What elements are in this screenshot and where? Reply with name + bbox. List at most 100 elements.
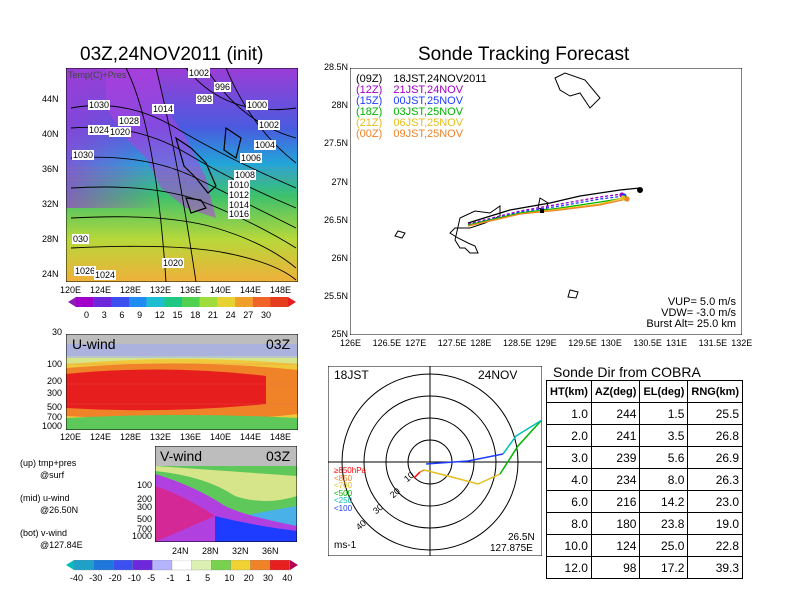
table-row: 3.0 239 5.6 26.9 [546,446,744,469]
table-header: HT(km) [546,380,592,403]
table-cell: 26.3 [687,468,744,491]
v-wind-lat-tick: 36N [262,546,279,556]
wind-colorbar-swatch [269,560,290,571]
isobar-label: 1008 [234,170,257,180]
table-cell: 39.3 [687,556,744,579]
v-wind-lat-tick: 24N [172,546,189,556]
isobar-label: 1004 [254,140,277,150]
v-wind-lat-tick: 28N [202,546,219,556]
map-lat-tick: 28N [42,234,59,244]
wind-colorbar-label: 1 [185,573,191,583]
map-lon-tick: 140E [210,285,232,295]
u-wind-lon-tick: 128E [120,432,142,442]
table-cell: 3.0 [546,446,592,469]
track-legend-time: (15Z) [356,95,383,107]
track-lon-tick: 127E [405,338,427,348]
u-wind-pressure-tick: 1000 [41,421,62,431]
table-header: EL(deg) [639,380,689,403]
temperature-colorbar-label: 9 [137,310,143,320]
temperature-colorbar-swatch [235,297,253,307]
table-row: 4.0 234 8.0 26.3 [546,468,744,491]
table-cell: 8.0 [639,468,689,491]
track-title: Sonde Tracking Forecast [418,44,630,65]
table-cell: 8.0 [546,512,592,535]
isobar-label: 1028 [118,116,141,126]
table-cell: 241 [590,424,641,447]
temperature-colorbar [68,297,296,307]
wind-colorbar-label: -5 [147,573,156,583]
wind-colorbar-label: -1 [166,573,175,583]
map-lon-tick: 144E [240,285,262,295]
wind-colorbar-swatch [171,560,192,571]
table-row: 1.0 244 1.5 25.5 [546,402,744,425]
track-lon-tick: 130.5E [633,338,662,348]
isobar-label: 1030 [88,100,111,110]
temperature-colorbar-label: 12 [154,310,165,320]
track-legend-label: 21JST,24NOV [390,84,464,96]
v-wind-section [155,446,297,542]
table-cell: 216 [590,490,641,513]
track-lon-tick: 131.5E [698,338,728,348]
wind-colorbar-label: 5 [205,573,211,583]
wind-colorbar-label: -30 [89,573,103,583]
temperature-colorbar-swatch [164,297,183,307]
track-legend-time: (18Z) [356,106,383,118]
note-line-2: @26.50N [40,505,79,515]
isobar-label: 1026 [74,266,97,276]
table-cell: 5.6 [639,446,689,469]
temperature-colorbar-label: 3 [101,310,107,320]
u-wind-label: U-wind [72,336,116,352]
temperature-colorbar-label: 21 [207,310,218,320]
track-legend-time: (12Z) [356,84,383,96]
wind-colorbar-label: 20 [243,573,254,583]
wind-colorbar-label: -40 [70,573,84,583]
temperature-colorbar-swatch [199,297,218,307]
isobar-label: 1016 [228,209,251,219]
v-wind-lat-tick: 32N [232,546,249,556]
table-cell: 10.0 [546,534,592,557]
polar-legend-entry: <100 [334,503,353,513]
table-row: 6.0 216 14.2 23.0 [546,490,744,513]
table-cell: 239 [590,446,641,469]
map-lat-tick: 32N [42,199,59,209]
wind-colorbar-swatch [191,560,212,571]
track-lon-tick: 128E [470,338,492,348]
map-lat-tick: 40N [42,129,59,139]
polar-legend-entry: <500 [334,488,353,498]
temperature-colorbar-swatch [182,297,200,307]
map-label: Temp(C)+Pres [68,70,127,80]
track-param: VDW= -3.0 m/s [661,307,736,319]
table-cell: 1.0 [546,402,592,425]
track-lat-tick: 26.5N [323,214,348,225]
polar-time: 18JST [334,368,369,382]
table-cell: 1.5 [639,402,689,425]
track-legend-entry: (00Z) 09JST,25NOV [356,128,463,140]
v-wind-label: V-wind [160,448,203,464]
track-legend-label: 09JST,25NOV [390,128,464,140]
map-lon-tick: 148E [270,285,292,295]
track-legend-label: 06JST,25NOV [390,117,464,129]
table-cell: 3.5 [639,424,689,447]
u-wind-lon-tick: 120E [60,432,82,442]
track-lon-tick: 126E [340,338,362,348]
map-lon-tick: 136E [180,285,202,295]
track-map [350,68,742,335]
temperature-colorbar-swatch [76,297,94,307]
note-line-1: (mid) u-wind [20,493,70,503]
direction-table: HT(km) AZ(deg) EL(deg) RNG(km) 1.0 244 1.5 25.… [546,380,744,579]
track-legend-label: 18JST,24NOV2011 [390,73,487,85]
track-param: Burst Alt= 25.0 km [646,318,736,330]
temperature-colorbar-label: 0 [84,310,90,320]
isobar-label: 1030 [72,150,95,160]
note-line-1: (bot) v-wind [20,528,68,538]
wind-colorbar-swatch [250,560,271,571]
isobar-label: 996 [214,82,232,92]
u-wind-pressure-tick: 30 [51,327,62,337]
track-lat-tick: 25N [331,329,348,340]
table-cell: 23.8 [639,512,689,535]
table-cell: 6.0 [546,490,592,513]
isobar-label: 1024 [88,125,111,135]
track-lat-tick: 25.5N [323,291,348,302]
track-lon-tick: 132E [731,338,753,348]
v-wind-pressure-tick: 700 [136,524,152,534]
